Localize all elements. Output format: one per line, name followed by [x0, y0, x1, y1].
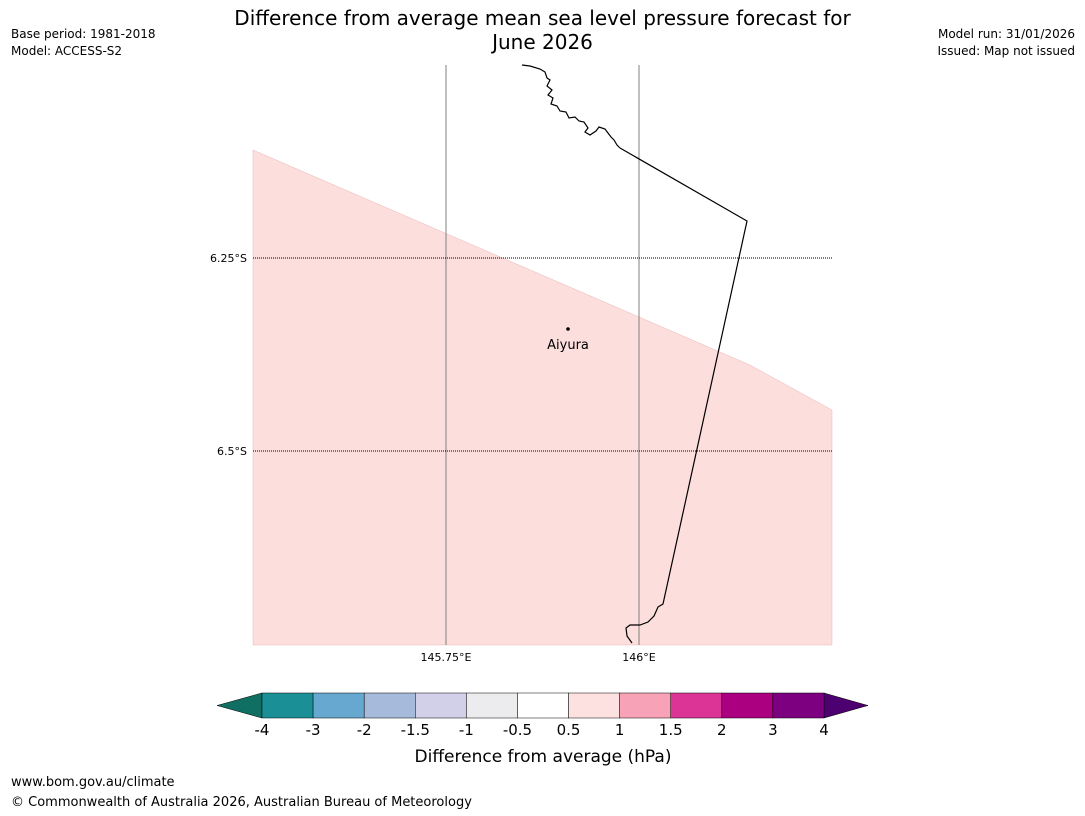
colorbar-tick-label: 1.5	[659, 721, 683, 739]
lon-label-146: 146°E	[622, 651, 655, 664]
anomaly-region	[252, 149, 833, 646]
colorbar-tick-label: -4	[255, 721, 270, 739]
title-line-2: June 2026	[492, 30, 593, 54]
title-line-1: Difference from average mean sea level p…	[234, 6, 851, 30]
colorbar: -4 -3 -2 -1.5 -1 -0.5 0.5 1 1.5 2 3 4	[216, 692, 869, 739]
meta-right: Model run: 31/01/2026 Issued: Map not is…	[937, 26, 1075, 60]
colorbar-segment	[415, 692, 467, 719]
colorbar-label: Difference from average (hPa)	[415, 747, 672, 767]
colorbar-tick-label: 4	[819, 721, 829, 739]
meta-left: Base period: 1981-2018 Model: ACCESS-S2	[11, 26, 156, 60]
colorbar-segment	[261, 692, 314, 719]
colorbar-segment	[670, 692, 723, 719]
colorbar-segment	[466, 692, 518, 719]
colorbar-tick-label: 1	[615, 721, 625, 739]
colorbar-tick-label: -1	[459, 721, 474, 739]
colorbar-segment	[772, 692, 825, 719]
model-run: Model run: 31/01/2026	[937, 27, 1075, 41]
map-title: Difference from average mean sea level p…	[0, 6, 1085, 54]
colorbar-segment	[517, 692, 569, 719]
lon-label-145-75: 145.75°E	[421, 651, 472, 664]
region-boundary	[619, 147, 748, 644]
colorbar-tick-label: -2	[357, 721, 372, 739]
footer-url: www.bom.gov.au/climate	[11, 775, 175, 790]
colorbar-segment	[721, 692, 774, 719]
base-period: Base period: 1981-2018	[11, 27, 156, 41]
aiyura-label: Aiyura	[547, 338, 589, 353]
lat-label-6-5: 6.5°S	[217, 445, 247, 458]
colorbar-segment	[363, 692, 416, 719]
aiyura-marker	[566, 327, 570, 331]
colorbar-tick-label: -0.5	[503, 721, 532, 739]
colorbar-segment	[312, 692, 365, 719]
issued-status: Issued: Map not issued	[937, 44, 1075, 58]
lat-label-6-25: 6.25°S	[210, 252, 247, 265]
colorbar-segment	[568, 692, 620, 719]
coastline-north	[521, 64, 621, 149]
colorbar-extend-low	[216, 692, 263, 719]
colorbar-tick-label: -1.5	[401, 721, 430, 739]
footer-copyright: © Commonwealth of Australia 2026, Austra…	[11, 795, 472, 810]
colorbar-tick-label: 2	[717, 721, 727, 739]
model-name: Model: ACCESS-S2	[11, 44, 123, 58]
colorbar-tick-label: -3	[306, 721, 321, 739]
colorbar-extend-high	[823, 692, 869, 719]
colorbar-tick-label: 0.5	[557, 721, 581, 739]
colorbar-tick-label: 3	[768, 721, 778, 739]
colorbar-segment	[619, 692, 671, 719]
